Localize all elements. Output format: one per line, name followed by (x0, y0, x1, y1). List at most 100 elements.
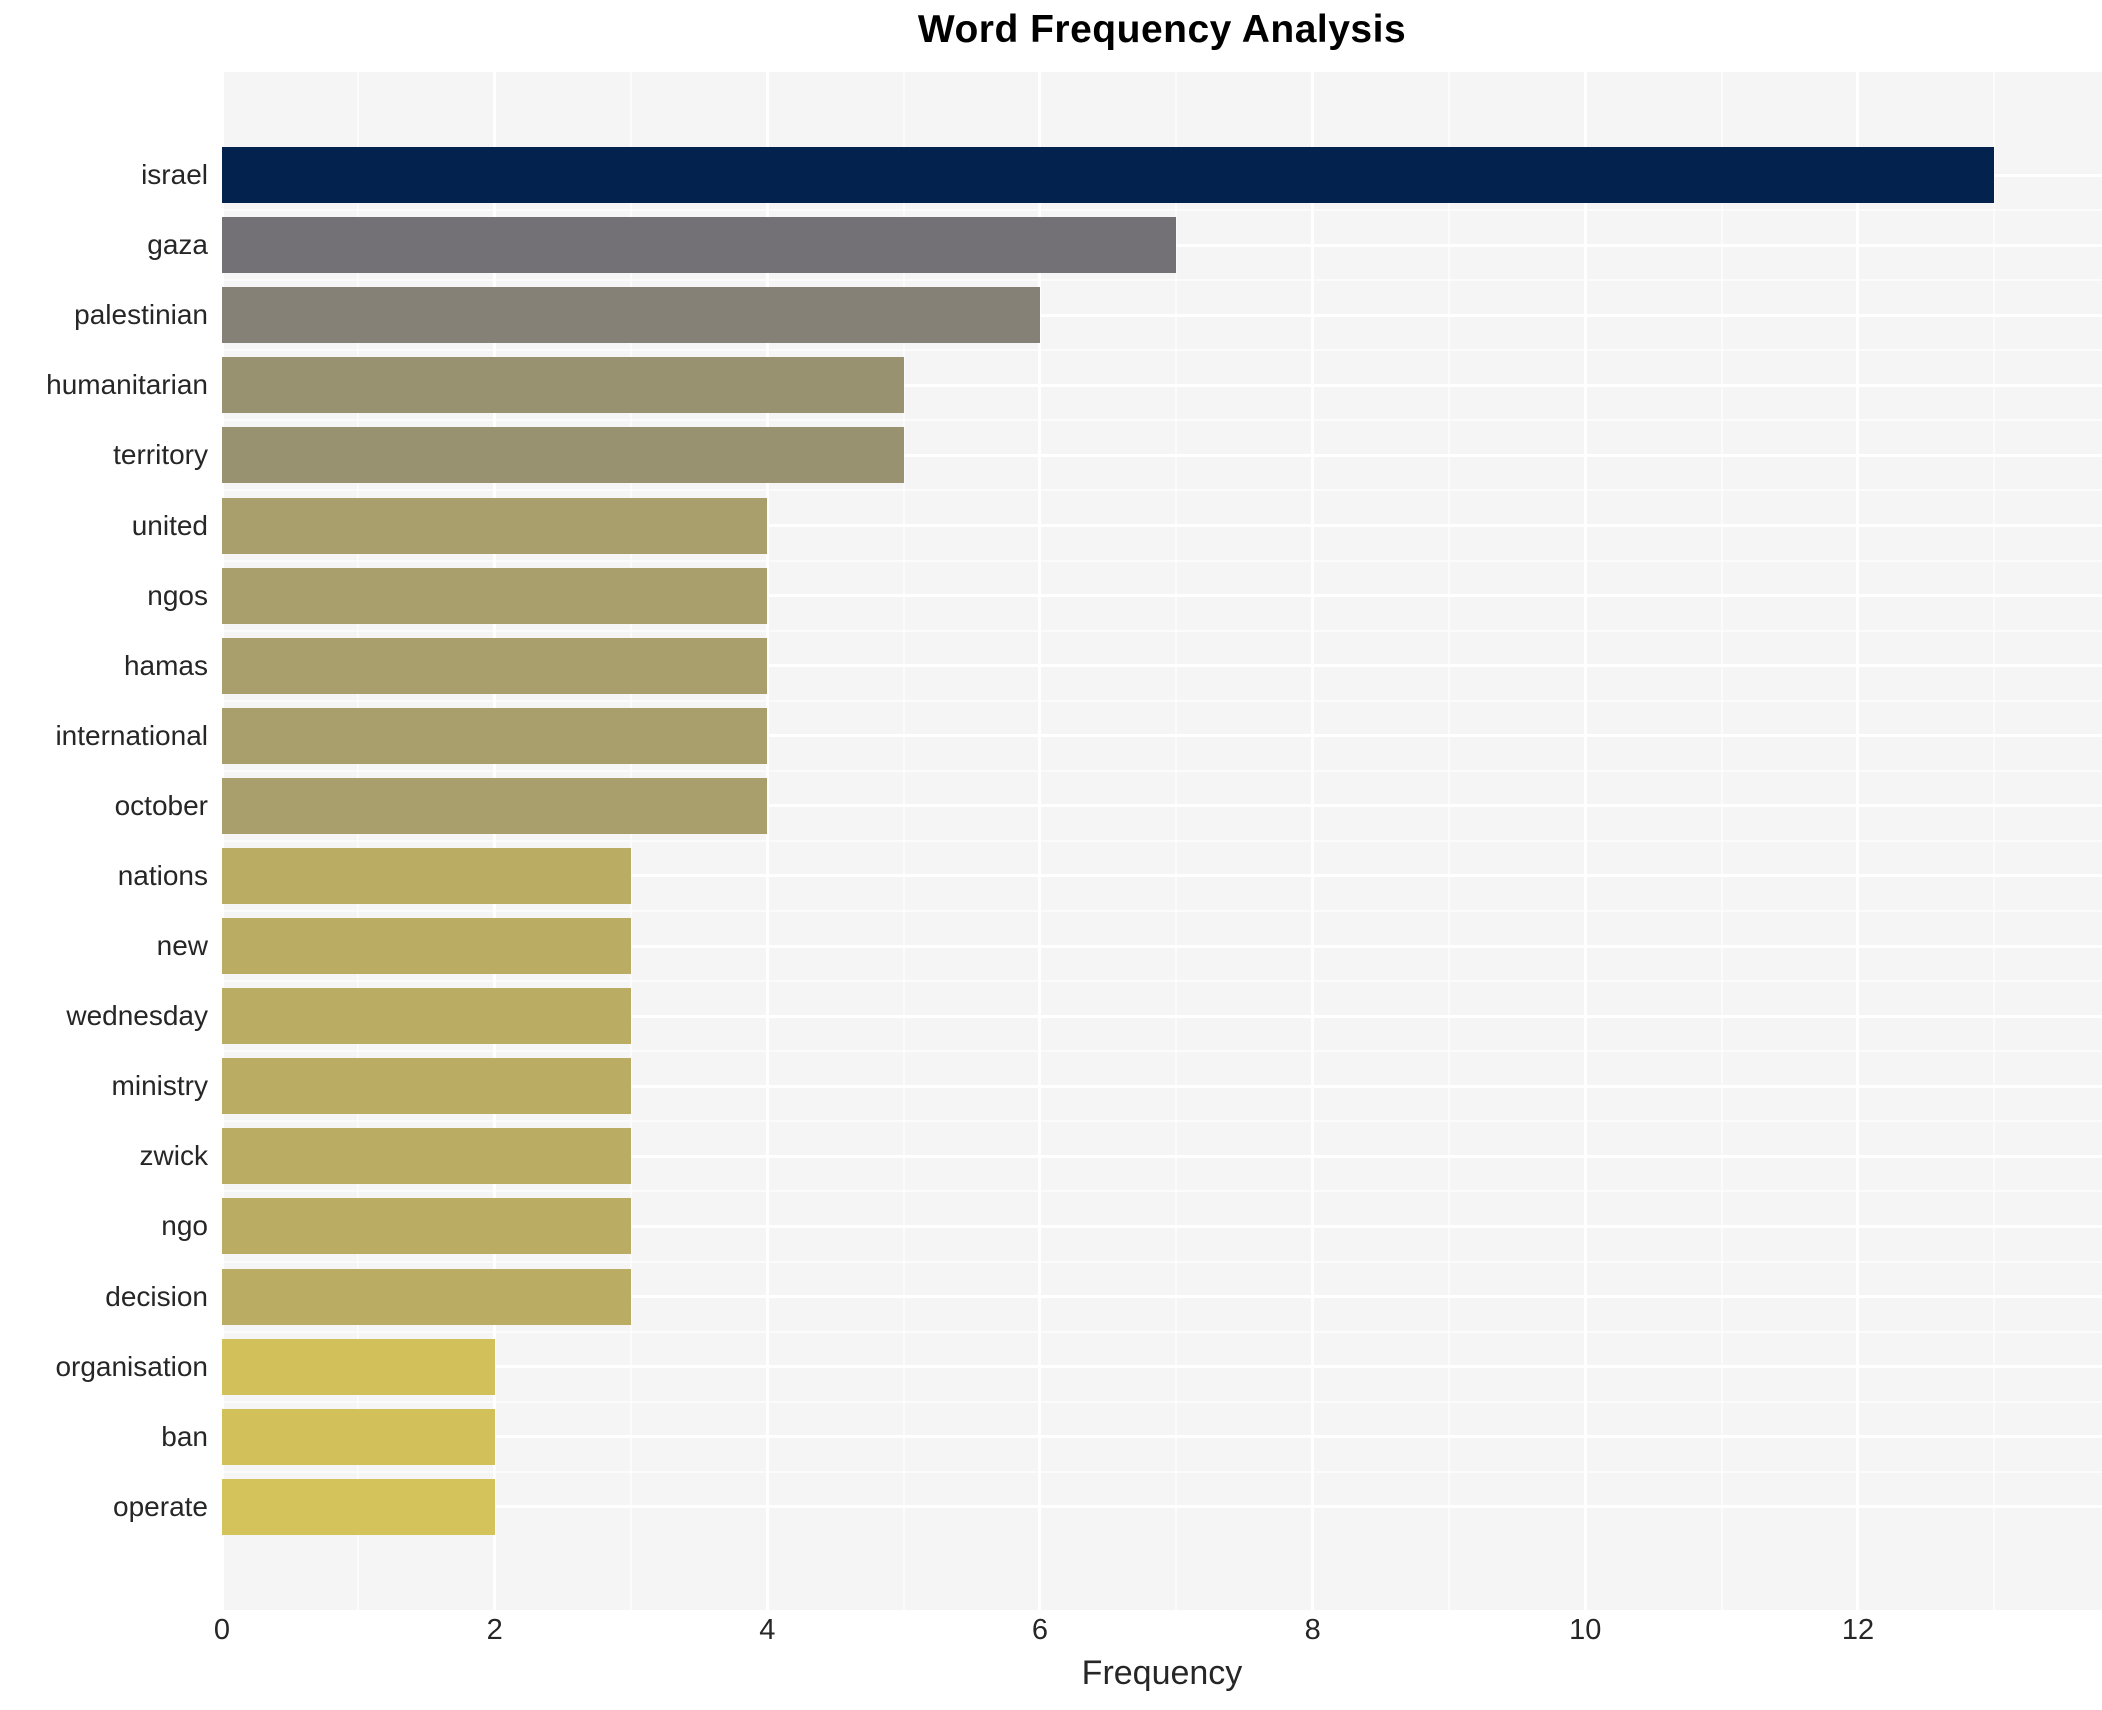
gridline-horizontal-minor (222, 980, 2102, 983)
bar-row: territory (113, 420, 2102, 492)
y-tick-label: ban (161, 1420, 208, 1452)
gridline-horizontal-minor (222, 839, 2102, 842)
bar-row: humanitarian (46, 350, 2102, 422)
y-tick-label: gaza (147, 229, 208, 261)
y-tick-label: territory (113, 439, 208, 471)
y-tick-label: ministry (111, 1070, 208, 1102)
gridline-horizontal-major (222, 453, 2102, 457)
gridline-horizontal-major (222, 1295, 2102, 1299)
bar-row: hamas (124, 631, 2102, 702)
x-tick-label: 2 (486, 1614, 503, 1646)
bar-october (222, 777, 768, 834)
x-tick-label: 8 (1304, 1614, 1321, 1646)
bar-row: zwick (140, 1121, 2102, 1193)
gridline-horizontal-minor (222, 699, 2102, 702)
gridline-horizontal-minor (222, 629, 2102, 632)
gridline-horizontal-major (222, 734, 2102, 738)
y-tick-label: humanitarian (46, 369, 208, 401)
gridline-horizontal-major (222, 313, 2102, 317)
bar-new (222, 918, 631, 975)
gridline-horizontal-minor (222, 1260, 2102, 1263)
bar-ngo (222, 1198, 631, 1255)
gridline-horizontal-minor (222, 489, 2102, 492)
bar-palestinian (222, 287, 1040, 344)
bar-row: organisation (55, 1332, 2102, 1403)
gridline-horizontal-major (222, 524, 2102, 528)
gridline-horizontal-major (222, 874, 2102, 878)
gridline-horizontal-minor (222, 1050, 2102, 1053)
bar-row: wednesday (66, 981, 2102, 1053)
y-tick-label: operate (113, 1490, 208, 1522)
bar-ministry (222, 1058, 631, 1115)
x-axis-label: Frequency (1081, 1654, 1243, 1692)
gridline-horizontal-major (222, 944, 2102, 948)
y-tick-label: international (55, 719, 208, 751)
y-tick-label: decision (105, 1280, 208, 1312)
bar-zwick (222, 1128, 631, 1185)
bar-decision (222, 1268, 631, 1325)
bar-israel (222, 147, 1995, 204)
y-tick-label: new (156, 930, 208, 962)
gridline-horizontal-major (222, 383, 2102, 387)
bar-united (222, 497, 768, 554)
bar-territory (222, 427, 904, 484)
x-tick-label: 4 (759, 1614, 776, 1646)
bars-layer: israel gaza palestinian humanitarian territo… (46, 140, 2102, 1542)
gridline-horizontal-major (222, 1365, 2102, 1369)
bar-row: ngo (161, 1191, 2102, 1263)
bar-row: israel (141, 140, 2102, 212)
gridline-horizontal-major (222, 1014, 2102, 1018)
bar-humanitarian (222, 357, 904, 414)
bar-ban (222, 1408, 495, 1465)
gridline-horizontal-major (222, 664, 2102, 668)
bar-row: gaza (147, 210, 2102, 282)
bar-row: ban (161, 1402, 2102, 1473)
bar-row: operate (113, 1472, 2102, 1542)
gridline-horizontal-minor (222, 559, 2102, 562)
gridline-horizontal-minor (222, 419, 2102, 422)
gridline-horizontal-minor (222, 1400, 2102, 1403)
plot-area: israel gaza palestinian humanitarian territo… (46, 72, 2102, 1610)
bar-wednesday (222, 988, 631, 1045)
bar-organisation (222, 1338, 495, 1395)
gridline-horizontal-major (222, 1084, 2102, 1088)
y-tick-label: united (131, 509, 208, 541)
bar-row: ngos (147, 561, 2102, 632)
x-tick-label: 0 (213, 1614, 231, 1646)
bar-row: palestinian (74, 280, 2102, 352)
gridline-horizontal-minor (222, 209, 2102, 212)
bar-hamas (222, 637, 768, 694)
gridline-horizontal-minor (222, 1470, 2102, 1473)
bar-nations (222, 847, 631, 904)
y-tick-label: palestinian (74, 299, 208, 331)
bar-row: october (115, 771, 2102, 842)
gridline-horizontal-minor (222, 279, 2102, 282)
bar-operate (222, 1478, 495, 1535)
bar-row: international (55, 701, 2102, 772)
gridline-horizontal-major (222, 594, 2102, 598)
gridline-horizontal-major (222, 1224, 2102, 1228)
gridline-horizontal-major (222, 1154, 2102, 1158)
gridline-horizontal-minor (222, 910, 2102, 913)
gridline-horizontal-minor (222, 769, 2102, 772)
gridline-horizontal-major (222, 1435, 2102, 1439)
gridline-horizontal-minor (222, 1330, 2102, 1333)
bar-row: nations (118, 841, 2102, 913)
bar-row: new (157, 911, 2102, 983)
gridline-horizontal-minor (222, 1120, 2102, 1123)
x-tick-label: 6 (1031, 1614, 1049, 1646)
x-tick-label: 12 (1841, 1614, 1875, 1646)
chart-title: Word Frequency Analysis (917, 8, 1407, 51)
x-tick-label: 10 (1569, 1614, 1602, 1646)
bar-row: decision (105, 1262, 2102, 1333)
gridline-horizontal-minor (222, 349, 2102, 352)
gridline-horizontal-major (222, 804, 2102, 808)
gridline-horizontal-minor (222, 1190, 2102, 1193)
y-tick-label: october (114, 789, 208, 821)
y-tick-label: nations (117, 859, 208, 891)
y-tick-label: organisation (55, 1350, 208, 1382)
bar-international (222, 707, 768, 764)
y-tick-label: hamas (123, 649, 208, 681)
y-tick-label: israel (141, 159, 208, 191)
